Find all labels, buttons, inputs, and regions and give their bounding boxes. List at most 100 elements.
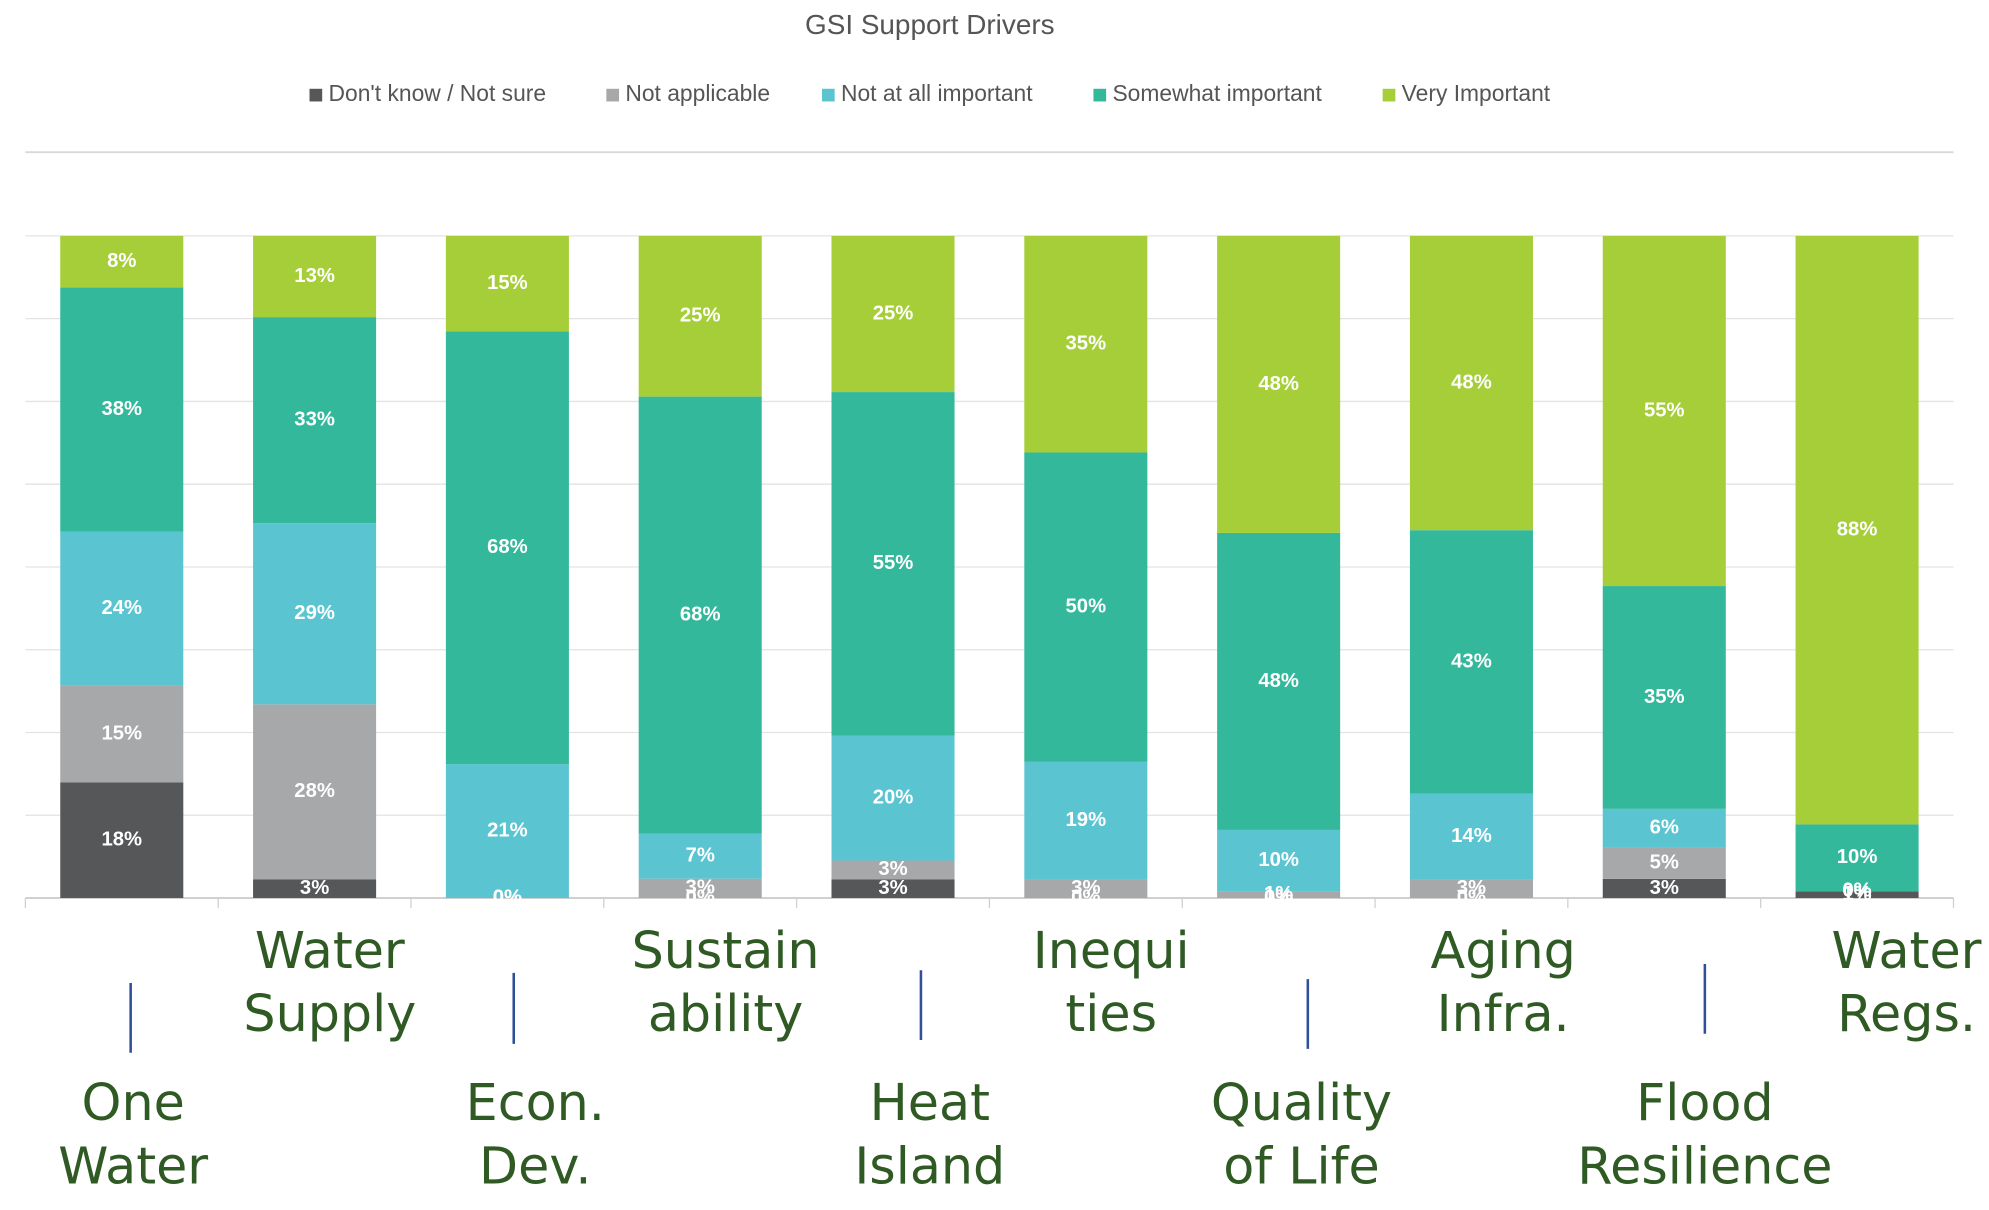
data-label: 3%	[1071, 877, 1100, 899]
data-label: 24%	[101, 597, 142, 619]
bar-segment	[1409, 793, 1533, 880]
bar-segment	[253, 235, 377, 318]
data-label: 43%	[1451, 650, 1492, 672]
x-tick-label: Flood Resilience	[1577, 1073, 1832, 1195]
x-tick-label: Heat Island	[854, 1073, 1005, 1195]
data-label: 48%	[1258, 670, 1299, 692]
bar-segment	[1602, 586, 1726, 809]
bar-segment	[253, 317, 377, 524]
chart-title: GSI Support Drivers	[805, 9, 1055, 40]
data-label: 38%	[101, 398, 142, 420]
divider-marks	[129, 963, 1707, 1053]
data-label: 15%	[487, 272, 528, 294]
bar-segment	[1795, 824, 1919, 892]
legend-swatch	[309, 88, 323, 102]
data-label: 13%	[294, 265, 335, 287]
legend-swatch	[821, 88, 835, 102]
data-label: 7%	[686, 845, 715, 867]
data-label: 0%	[1842, 880, 1871, 902]
bar-segment	[253, 879, 377, 898]
bar-segment	[60, 685, 184, 783]
data-label: 55%	[1644, 399, 1685, 421]
x-tick-label: One Water	[58, 1073, 208, 1195]
data-label: 33%	[294, 409, 335, 431]
data-label: 3%	[1650, 877, 1679, 899]
data-label: 35%	[1066, 333, 1107, 355]
data-label: 5%	[1650, 851, 1679, 873]
data-label: 20%	[873, 786, 914, 808]
data-label: 25%	[680, 305, 721, 327]
x-tick-label: Aging Infra.	[1430, 921, 1575, 1043]
data-label: 1%	[1264, 883, 1293, 905]
bar-segment	[638, 396, 762, 834]
bar-segment	[1602, 878, 1726, 898]
data-label: 25%	[873, 302, 914, 324]
data-label: 10%	[1258, 849, 1299, 871]
bar-segment	[638, 833, 762, 879]
data-label: 3%	[1457, 877, 1486, 899]
data-label: 0%	[1457, 886, 1486, 908]
bar-segment	[445, 235, 569, 332]
bar-segment	[1217, 532, 1341, 830]
bar-segment	[60, 287, 184, 532]
x-tick-label: Econ. Dev.	[466, 1073, 605, 1195]
bar-segment	[831, 735, 955, 861]
bar-segment	[1217, 829, 1341, 892]
bar-segment	[1795, 235, 1919, 825]
bar-segment	[1602, 235, 1726, 587]
bar-segment	[253, 523, 377, 705]
legend-label: Very Important	[1402, 80, 1551, 106]
bar-segment	[1024, 879, 1148, 898]
data-label: 0%	[1071, 886, 1100, 908]
data-label: 68%	[487, 536, 528, 558]
bar-segment	[1795, 891, 1919, 898]
bar-segment	[1024, 235, 1148, 453]
data-label: 21%	[487, 820, 528, 842]
data-label: 35%	[1644, 686, 1685, 708]
data-label: 14%	[1451, 825, 1492, 847]
bar-segment	[1602, 847, 1726, 879]
legend-label: Don't know / Not sure	[329, 80, 547, 106]
bar-segment	[831, 879, 955, 898]
legend-swatch	[606, 88, 620, 102]
bar-segment	[831, 235, 955, 393]
data-label: 19%	[1066, 809, 1107, 831]
data-label: 68%	[680, 604, 721, 626]
data-label: 50%	[1066, 596, 1107, 618]
bar-segment	[1217, 891, 1341, 898]
data-label: 18%	[101, 828, 142, 850]
data-label: 0%	[1842, 880, 1871, 902]
data-label: 55%	[873, 552, 914, 574]
x-tick-label: Sustain ability	[632, 921, 820, 1043]
x-tick-label: Water Regs.	[1832, 921, 1982, 1043]
data-label: 28%	[294, 780, 335, 802]
legend-label: Not applicable	[625, 80, 770, 106]
bar-segment	[253, 704, 377, 880]
legend-swatch	[1093, 88, 1107, 102]
bar-segment	[60, 235, 184, 288]
bar-segment	[60, 531, 184, 686]
legend-label: Somewhat important	[1112, 80, 1322, 106]
x-tick-label: Quality of Life	[1211, 1073, 1392, 1195]
data-label: 3%	[300, 877, 329, 899]
data-label: 3%	[686, 877, 715, 899]
data-label: 6%	[1650, 816, 1679, 838]
data-label: 8%	[107, 250, 136, 272]
data-label: 29%	[294, 602, 335, 624]
bar-segment	[445, 331, 569, 765]
data-label: 48%	[1451, 371, 1492, 393]
data-label: 88%	[1837, 519, 1878, 541]
data-label: 3%	[878, 858, 907, 880]
data-label: 0%	[493, 886, 522, 908]
bar-segment	[1024, 452, 1148, 762]
legend-label: Not at all important	[841, 80, 1033, 106]
data-label: 0%	[493, 886, 522, 908]
bar-segment	[638, 878, 762, 898]
data-label: 3%	[878, 877, 907, 899]
bar-segment	[831, 392, 955, 736]
bar-segment	[445, 764, 569, 898]
data-label: 15%	[101, 722, 142, 744]
data-label: 0%	[1264, 886, 1293, 908]
bar-segment	[1217, 235, 1341, 533]
